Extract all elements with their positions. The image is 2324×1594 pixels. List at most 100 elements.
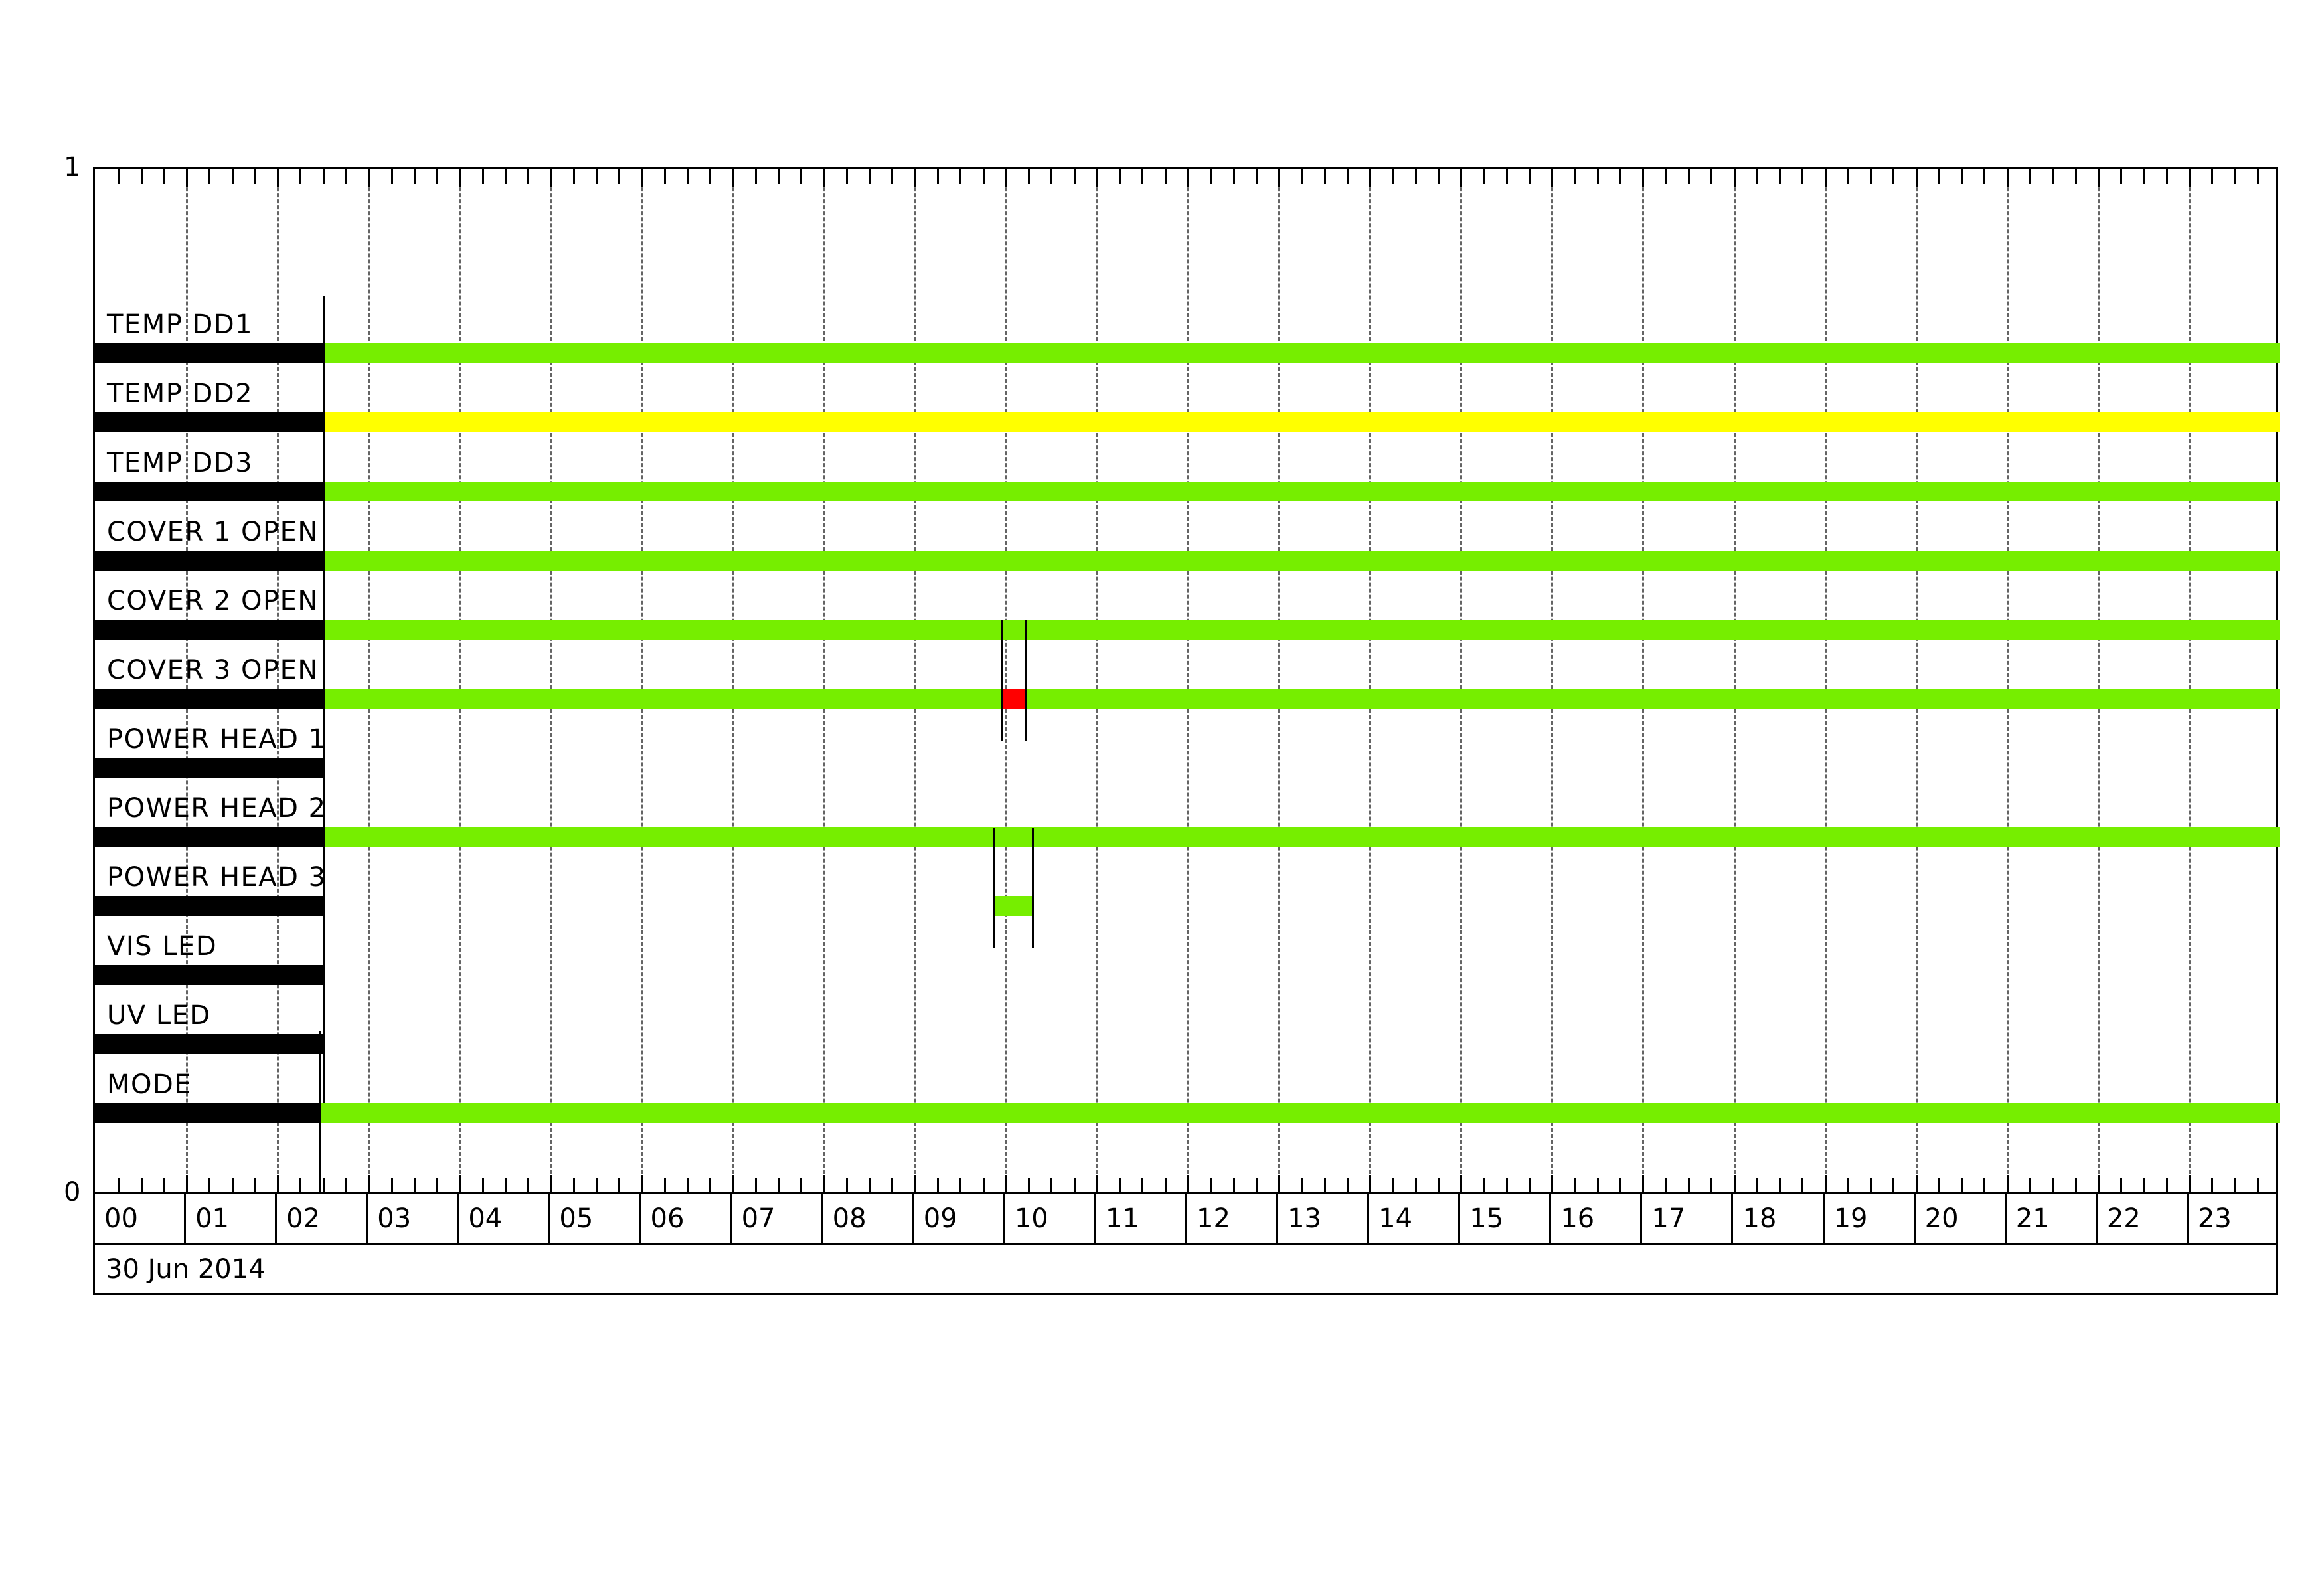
axis-minor-tick xyxy=(1028,1178,1031,1192)
hour-label: 08 xyxy=(832,1203,867,1234)
axis-minor-tick xyxy=(345,1178,347,1192)
axis-minor-tick xyxy=(1483,169,1485,184)
axis-minor-tick xyxy=(481,1178,484,1192)
channel-segment-ok[interactable] xyxy=(1025,689,2280,709)
channel-segment-off[interactable] xyxy=(95,551,323,571)
axis-major-tick xyxy=(1096,1175,1098,1192)
channel-segment-alarm[interactable] xyxy=(1000,689,1025,709)
channel-row[interactable]: POWER HEAD 2 xyxy=(95,789,2280,858)
axis-minor-tick xyxy=(1710,169,1713,184)
hour-label-cell[interactable]: 17 xyxy=(1642,1194,1734,1243)
hour-label-cell[interactable]: 04 xyxy=(459,1194,550,1243)
channel-row[interactable]: TEMP DD1 xyxy=(95,306,2280,375)
channel-label: TEMP DD1 xyxy=(107,310,254,340)
axis-minor-tick xyxy=(937,169,940,184)
hour-label-cell[interactable]: 12 xyxy=(1187,1194,1279,1243)
axis-minor-tick xyxy=(1892,1178,1895,1192)
hour-gridline xyxy=(2097,169,2100,1192)
hour-label-cell[interactable]: 01 xyxy=(186,1194,278,1243)
channel-segment-ok[interactable] xyxy=(319,1103,2280,1123)
channel-row[interactable]: TEMP DD2 xyxy=(95,375,2280,444)
axis-minor-tick xyxy=(1028,169,1031,184)
channel-segment-off[interactable] xyxy=(95,482,323,501)
channel-row[interactable]: POWER HEAD 3 xyxy=(95,858,2276,927)
channel-segment-ok[interactable] xyxy=(322,482,2280,501)
channel-segment-ok[interactable] xyxy=(322,689,1001,709)
axis-minor-tick xyxy=(1301,169,1303,184)
channel-segment-off[interactable] xyxy=(95,689,323,709)
channel-segment-ok[interactable] xyxy=(992,896,1032,916)
axis-minor-tick xyxy=(1346,1178,1349,1192)
channel-segment-off[interactable] xyxy=(95,343,323,363)
hour-gridline xyxy=(1460,169,1463,1192)
hour-label-cell[interactable]: 00 xyxy=(95,1194,187,1243)
axis-minor-tick xyxy=(1323,169,1326,184)
channel-segment-off[interactable] xyxy=(95,1034,323,1054)
hour-label: 15 xyxy=(1469,1203,1504,1234)
axis-major-tick xyxy=(1551,169,1554,187)
channel-row[interactable]: COVER 1 OPEN xyxy=(95,513,2280,582)
hour-label-cell[interactable]: 20 xyxy=(1916,1194,2007,1243)
axis-minor-tick xyxy=(231,1178,234,1192)
channel-row[interactable]: UV LED xyxy=(95,996,2276,1065)
hour-label-cell[interactable]: 21 xyxy=(2007,1194,2098,1243)
axis-minor-tick xyxy=(1756,169,1758,184)
channel-segment-off[interactable] xyxy=(95,620,323,640)
channel-segment-off[interactable] xyxy=(95,896,323,916)
hour-label-cell[interactable]: 08 xyxy=(823,1194,914,1243)
hour-label-cell[interactable]: 07 xyxy=(732,1194,823,1243)
hour-label-cell[interactable]: 10 xyxy=(1005,1194,1096,1243)
channel-segment-ok[interactable] xyxy=(322,827,2280,847)
channel-segment-ok[interactable] xyxy=(322,343,2280,363)
hour-label-cell[interactable]: 02 xyxy=(277,1194,369,1243)
hour-label-cell[interactable]: 14 xyxy=(1369,1194,1461,1243)
hour-label-cell[interactable]: 23 xyxy=(2189,1194,2280,1243)
channel-row[interactable]: TEMP DD3 xyxy=(95,444,2280,513)
hour-label-cell[interactable]: 13 xyxy=(1278,1194,1370,1243)
channel-segment-off[interactable] xyxy=(95,1103,319,1123)
hour-label: 09 xyxy=(923,1203,957,1234)
channel-segment-off[interactable] xyxy=(95,412,323,432)
axis-major-tick xyxy=(823,1175,825,1192)
hour-label-cell[interactable]: 16 xyxy=(1551,1194,1643,1243)
hour-label-cell[interactable]: 18 xyxy=(1734,1194,1825,1243)
axis-minor-tick xyxy=(800,169,803,184)
axis-minor-tick xyxy=(254,169,256,184)
channel-bar-track xyxy=(95,482,2280,501)
hour-label: 19 xyxy=(1833,1203,1868,1234)
channel-row[interactable]: VIS LED xyxy=(95,927,2276,996)
hour-label-cell[interactable]: 11 xyxy=(1096,1194,1187,1243)
axis-minor-tick xyxy=(2029,169,2032,184)
hour-gridline xyxy=(277,169,280,1192)
axis-minor-tick xyxy=(1505,1178,1508,1192)
channel-row[interactable]: MODE xyxy=(95,1065,2280,1134)
hour-label-cell[interactable]: 15 xyxy=(1460,1194,1552,1243)
hour-label: 02 xyxy=(286,1203,321,1234)
axis-major-tick xyxy=(1915,169,1918,187)
hour-label-cell[interactable]: 22 xyxy=(2098,1194,2189,1243)
axis-minor-tick xyxy=(2120,169,2123,184)
axis-minor-tick xyxy=(345,169,347,184)
axis-minor-tick xyxy=(299,1178,302,1192)
axis-major-tick xyxy=(368,169,371,187)
axis-minor-tick xyxy=(754,169,757,184)
channel-segment-off[interactable] xyxy=(95,758,323,778)
channel-segment-ok[interactable] xyxy=(322,551,2280,571)
channel-segment-off[interactable] xyxy=(95,965,323,985)
channel-segment-warning[interactable] xyxy=(322,412,2280,432)
channel-row[interactable]: COVER 2 OPEN xyxy=(95,582,2280,651)
axis-major-tick xyxy=(550,169,552,187)
hour-label-cell[interactable]: 03 xyxy=(368,1194,459,1243)
hour-gridline xyxy=(1187,169,1189,1192)
channel-row[interactable]: POWER HEAD 1 xyxy=(95,720,2276,789)
channel-segment-off[interactable] xyxy=(95,827,323,847)
hour-label-cell[interactable]: 19 xyxy=(1825,1194,1916,1243)
channel-segment-ok[interactable] xyxy=(322,620,2280,640)
axis-minor-tick xyxy=(1961,169,1963,184)
hour-label-cell[interactable]: 09 xyxy=(914,1194,1005,1243)
hour-label-cell[interactable]: 05 xyxy=(550,1194,641,1243)
hour-label-cell[interactable]: 06 xyxy=(641,1194,732,1243)
axis-minor-tick xyxy=(163,1178,165,1192)
hour-gridline xyxy=(2006,169,2009,1192)
channel-row[interactable]: COVER 3 OPEN xyxy=(95,651,2280,720)
